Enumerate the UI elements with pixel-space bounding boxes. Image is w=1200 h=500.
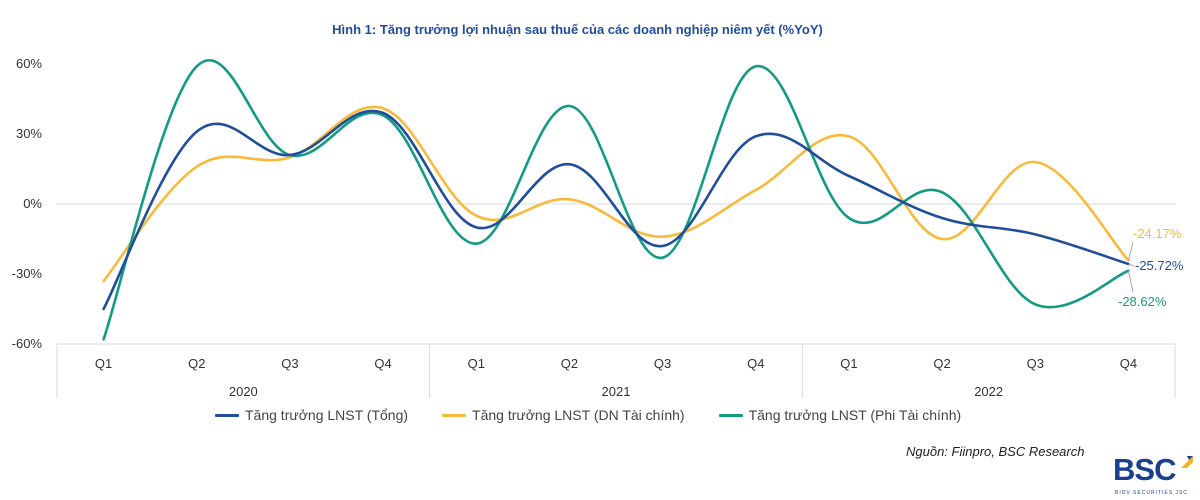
x-group-label: 2020 <box>229 384 258 399</box>
x-tick-label: Q2 <box>561 356 578 371</box>
x-tick-label: Q2 <box>933 356 950 371</box>
legend-item: Tăng trưởng LNST (Tổng) <box>215 407 408 423</box>
end-value-label: -25.72% <box>1135 258 1184 273</box>
y-tick-label: 30% <box>16 126 42 141</box>
y-tick-label: 60% <box>16 56 42 71</box>
x-group-label: 2022 <box>974 384 1003 399</box>
legend: Tăng trưởng LNST (Tổng) Tăng trưởng LNST … <box>215 407 961 423</box>
series-line <box>102 58 1130 341</box>
chart-title: Hình 1: Tăng trưởng lợi nhuận sau thuế c… <box>332 22 823 37</box>
series-line <box>102 105 1130 283</box>
x-group-label: 2021 <box>602 384 631 399</box>
end-value-label: -24.17% <box>1133 226 1182 241</box>
leader-line <box>1127 270 1134 293</box>
legend-label: Tăng trưởng LNST (Tổng) <box>245 407 409 423</box>
axes: 60% 30% 0% -30% -60% Q1 Q2 Q3 Q4 Q1 Q2 Q3 Q4 Q1 Q2 Q3 Q4… <box>12 56 1176 399</box>
y-tick-label: 0% <box>23 196 42 211</box>
x-tick-label: Q3 <box>654 356 671 371</box>
legend-item: Tăng trưởng LNST (Phi Tài chính) <box>718 407 962 423</box>
legend-swatch <box>215 413 239 417</box>
x-tick-label: Q4 <box>747 356 764 371</box>
x-tick-label: Q1 <box>840 356 857 371</box>
legend-label: Tăng trưởng LNST (DN Tài chính) <box>472 407 685 423</box>
y-tick-label: -60% <box>12 336 43 351</box>
bsc-logo: BSC BIDV SECURITIES JSC <box>1113 452 1195 498</box>
legend-swatch <box>718 413 743 417</box>
legend-label: Tăng trưởng LNST (Phi Tài chính) <box>748 407 962 423</box>
x-tick-label: Q4 <box>374 356 391 371</box>
x-tick-label: Q3 <box>281 356 298 371</box>
x-tick-label: Q4 <box>1120 356 1137 371</box>
end-value-label: -28.62% <box>1118 294 1167 309</box>
x-tick-label: Q2 <box>188 356 205 371</box>
data-labels: -24.17% -25.72% -28.62% <box>1118 226 1184 309</box>
x-tick-label: Q3 <box>1027 356 1044 371</box>
x-tick-label: Q1 <box>95 356 112 371</box>
logo-text: BSC <box>1113 452 1176 487</box>
leader-line <box>1128 263 1135 267</box>
x-tick-label: Q1 <box>468 356 485 371</box>
legend-item: Tăng trưởng LNST (DN Tài chính) <box>442 407 685 423</box>
logo-subtext: BIDV SECURITIES JSC <box>1115 490 1188 496</box>
series-lines <box>102 58 1130 341</box>
leader-line <box>1127 241 1134 261</box>
legend-swatch <box>442 413 467 417</box>
logo-arrow-icon <box>1181 456 1193 468</box>
y-tick-label: -30% <box>12 266 43 281</box>
series-line <box>102 109 1130 311</box>
source-note: Nguồn: Fiinpro, BSC Research <box>906 444 1085 459</box>
